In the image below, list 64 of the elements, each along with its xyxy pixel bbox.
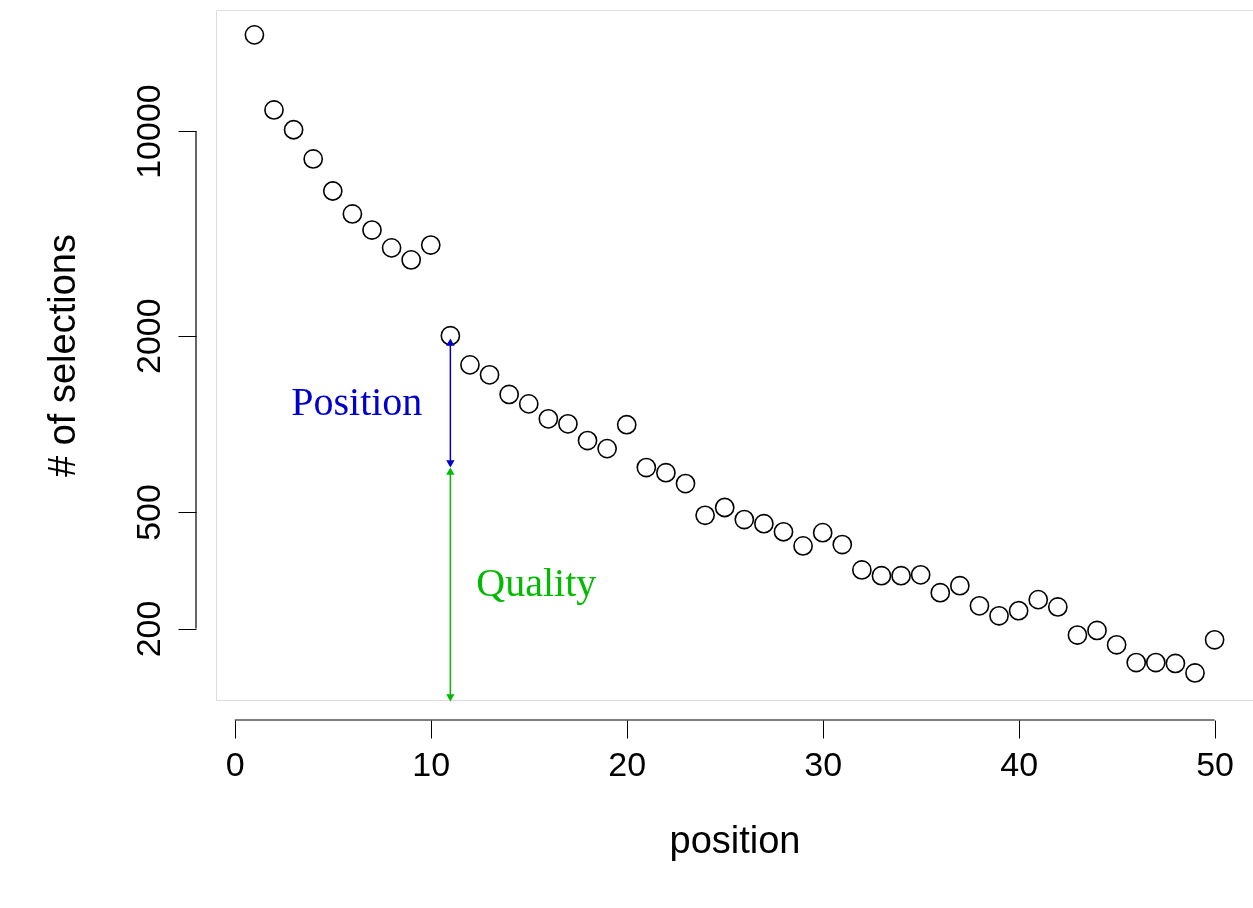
point bbox=[636, 457, 657, 478]
point bbox=[616, 414, 637, 435]
point bbox=[518, 394, 539, 414]
point bbox=[1106, 634, 1127, 655]
annotation: Position bbox=[291, 379, 423, 425]
point bbox=[930, 582, 951, 603]
point bbox=[812, 522, 833, 543]
point bbox=[303, 149, 324, 169]
point bbox=[322, 181, 343, 201]
point bbox=[577, 430, 598, 451]
point bbox=[283, 119, 304, 140]
point bbox=[264, 100, 284, 120]
point bbox=[754, 513, 774, 534]
point bbox=[949, 575, 970, 596]
point bbox=[1067, 625, 1088, 645]
point bbox=[1126, 652, 1147, 673]
point bbox=[1087, 620, 1107, 641]
point bbox=[969, 596, 990, 616]
point bbox=[695, 505, 715, 526]
point bbox=[675, 473, 696, 494]
x-tick-label: 40 bbox=[1000, 744, 1039, 783]
y-axis-title: # of selections bbox=[40, 234, 83, 477]
point bbox=[558, 413, 578, 434]
x-tick-label: 20 bbox=[608, 744, 647, 783]
point bbox=[793, 536, 813, 556]
point bbox=[1165, 653, 1186, 674]
point bbox=[597, 438, 618, 459]
y-tick-label: 200 bbox=[128, 600, 167, 658]
point bbox=[440, 325, 461, 346]
point bbox=[714, 497, 735, 518]
y-tick-label: 2000 bbox=[128, 298, 167, 375]
y-tick-label: 10000 bbox=[128, 84, 167, 179]
x-tick-label: 50 bbox=[1196, 744, 1235, 783]
point bbox=[342, 204, 363, 224]
point bbox=[891, 565, 911, 586]
point bbox=[1008, 600, 1029, 621]
point bbox=[910, 564, 931, 585]
point bbox=[1204, 629, 1225, 650]
point bbox=[420, 235, 441, 255]
x-tick-label: 0 bbox=[225, 744, 245, 783]
point bbox=[656, 462, 676, 483]
x-axis-title: position bbox=[669, 818, 801, 861]
point bbox=[734, 509, 755, 530]
annotation: Quality bbox=[476, 560, 597, 606]
point bbox=[871, 565, 892, 586]
x-tick-label: 30 bbox=[804, 744, 843, 783]
point bbox=[460, 355, 480, 375]
point bbox=[832, 534, 853, 555]
point bbox=[1047, 597, 1068, 617]
point bbox=[773, 521, 794, 542]
point bbox=[362, 220, 382, 240]
point bbox=[479, 364, 500, 385]
point bbox=[851, 560, 872, 580]
point bbox=[538, 408, 559, 429]
point bbox=[381, 238, 402, 258]
y-tick-label: 500 bbox=[128, 484, 167, 541]
point bbox=[244, 25, 265, 45]
point bbox=[1145, 652, 1166, 673]
point bbox=[1028, 589, 1049, 610]
point bbox=[989, 605, 1009, 626]
x-tick-label: 10 bbox=[412, 744, 451, 783]
point bbox=[1185, 663, 1205, 683]
point bbox=[499, 384, 520, 405]
point bbox=[401, 250, 422, 270]
